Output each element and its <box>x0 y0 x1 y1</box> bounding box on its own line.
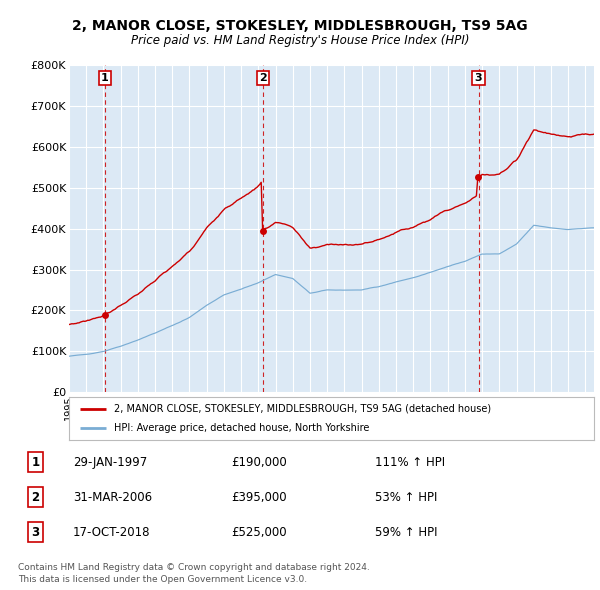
Text: 29-JAN-1997: 29-JAN-1997 <box>73 455 147 468</box>
Text: 31-MAR-2006: 31-MAR-2006 <box>73 490 152 504</box>
Text: 2, MANOR CLOSE, STOKESLEY, MIDDLESBROUGH, TS9 5AG: 2, MANOR CLOSE, STOKESLEY, MIDDLESBROUGH… <box>72 19 528 33</box>
Text: Price paid vs. HM Land Registry's House Price Index (HPI): Price paid vs. HM Land Registry's House … <box>131 34 469 47</box>
Text: This data is licensed under the Open Government Licence v3.0.: This data is licensed under the Open Gov… <box>18 575 307 584</box>
Text: 111% ↑ HPI: 111% ↑ HPI <box>375 455 445 468</box>
Text: 2: 2 <box>259 73 266 83</box>
Text: 17-OCT-2018: 17-OCT-2018 <box>73 526 150 539</box>
Text: Contains HM Land Registry data © Crown copyright and database right 2024.: Contains HM Land Registry data © Crown c… <box>18 563 370 572</box>
Text: 53% ↑ HPI: 53% ↑ HPI <box>375 490 437 504</box>
Text: 3: 3 <box>475 73 482 83</box>
Text: 3: 3 <box>31 526 40 539</box>
Text: 2: 2 <box>31 490 40 504</box>
Text: £395,000: £395,000 <box>231 490 287 504</box>
Text: £525,000: £525,000 <box>231 526 287 539</box>
Text: 1: 1 <box>31 455 40 468</box>
Text: HPI: Average price, detached house, North Yorkshire: HPI: Average price, detached house, Nort… <box>113 423 369 433</box>
Text: £190,000: £190,000 <box>231 455 287 468</box>
Text: 1: 1 <box>101 73 109 83</box>
Text: 59% ↑ HPI: 59% ↑ HPI <box>375 526 437 539</box>
Text: 2, MANOR CLOSE, STOKESLEY, MIDDLESBROUGH, TS9 5AG (detached house): 2, MANOR CLOSE, STOKESLEY, MIDDLESBROUGH… <box>113 404 491 414</box>
